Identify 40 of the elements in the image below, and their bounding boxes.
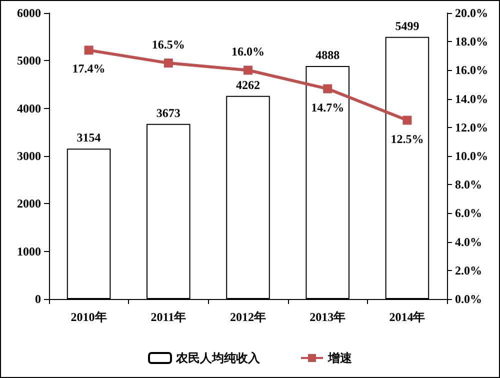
y2-tick-label: 18.0%: [455, 34, 488, 49]
y-tick-label: 5000: [17, 54, 41, 68]
y-tick-label: 0: [35, 292, 41, 306]
point: [244, 66, 252, 75]
y2-tick-label: 20.0%: [455, 6, 488, 20]
y2-tick-label: 4.0%: [455, 234, 482, 249]
y2-tick-label: 2.0%: [455, 263, 482, 278]
x-tick-label: 2012年: [230, 310, 266, 324]
data-label: 16.5%: [152, 38, 185, 52]
legend-label: 农民人均纯收入: [175, 351, 261, 365]
y2-tick-label: 8.0%: [455, 178, 482, 192]
y2-tick-label: 12.0%: [455, 120, 488, 134]
y-tick-label: 4000: [17, 101, 41, 116]
y2-tick-label: 14.0%: [455, 92, 488, 106]
data-label: 4262: [236, 78, 260, 92]
data-label: 4888: [316, 48, 340, 62]
y-tick-label: 6000: [17, 6, 41, 20]
data-label: 3673: [156, 106, 180, 120]
y2-tick-label: 16.0%: [455, 63, 488, 78]
data-label: 3154: [76, 130, 101, 145]
x-tick-label: 2013年: [310, 310, 346, 324]
y-tick-label: 2000: [17, 196, 41, 211]
point: [164, 58, 173, 68]
data-label: 5499: [395, 18, 420, 33]
y-tick-label: 1000: [17, 244, 41, 258]
data-label: 12.5%: [390, 132, 424, 146]
y-tick-label: 3000: [17, 149, 41, 163]
y2-tick-label: 6.0%: [455, 206, 482, 220]
data-label: 14.7%: [311, 100, 344, 114]
x-tick-label: 2010年: [70, 310, 107, 324]
y2-tick-label: 10.0%: [455, 149, 488, 163]
y2-tick-label: 0.0%: [455, 292, 482, 306]
data-label: 16.0%: [232, 44, 264, 59]
x-tick-label: 2011年: [150, 310, 186, 324]
point: [84, 46, 94, 55]
point: [323, 84, 332, 94]
data-label: 17.4%: [72, 62, 106, 76]
point: [402, 116, 412, 125]
x-tick-label: 2014年: [389, 310, 426, 324]
legend-label: 增速: [327, 351, 353, 365]
